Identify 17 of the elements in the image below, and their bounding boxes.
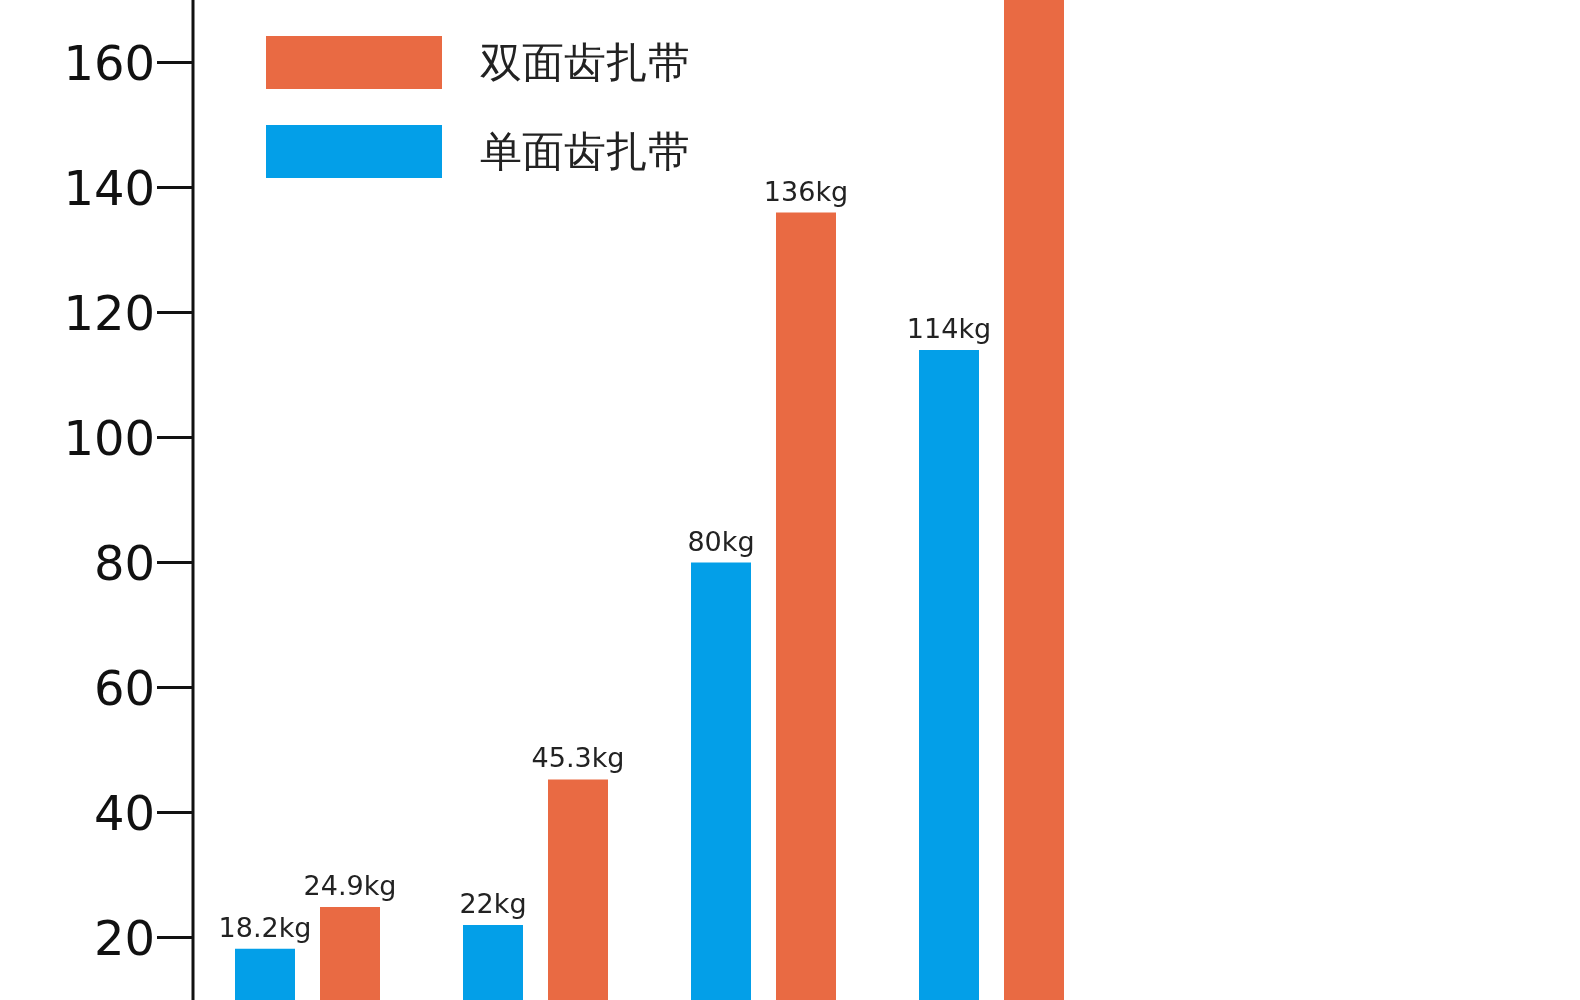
- data-label: 114kg: [906, 313, 992, 344]
- data-label: 18.2kg: [218, 911, 312, 943]
- y-tick-label: 20: [93, 909, 155, 966]
- data-label: 136kg: [763, 175, 849, 207]
- legend-label: 单面齿扎带: [480, 125, 690, 178]
- y-tick-label: 120: [63, 284, 155, 341]
- y-tick-label: 40: [93, 784, 155, 841]
- data-label: 24.9kg: [303, 869, 397, 901]
- data-label: 45.3kg: [531, 742, 625, 774]
- y-tick-label: 100: [63, 409, 155, 466]
- legend-label: 双面齿扎带: [480, 36, 690, 89]
- data-label: 80kg: [687, 525, 755, 557]
- data-label: 22kg: [459, 888, 527, 919]
- y-tick-label: 80: [93, 534, 155, 591]
- y-tick-label: 140: [63, 159, 155, 216]
- y-tick-label: 60: [93, 659, 155, 716]
- y-tick-label: 160: [63, 34, 155, 91]
